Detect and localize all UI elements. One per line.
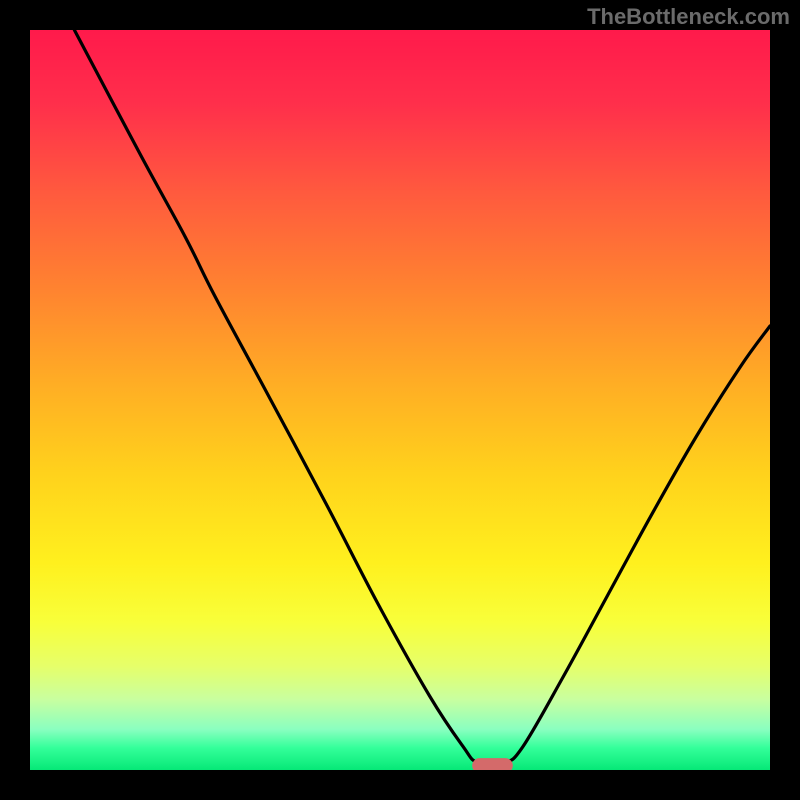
optimum-marker bbox=[472, 758, 513, 770]
watermark-text: TheBottleneck.com bbox=[587, 4, 790, 30]
chart-svg bbox=[30, 30, 770, 770]
plot-area bbox=[30, 30, 770, 770]
gradient-background bbox=[30, 30, 770, 770]
chart-container: TheBottleneck.com bbox=[0, 0, 800, 800]
